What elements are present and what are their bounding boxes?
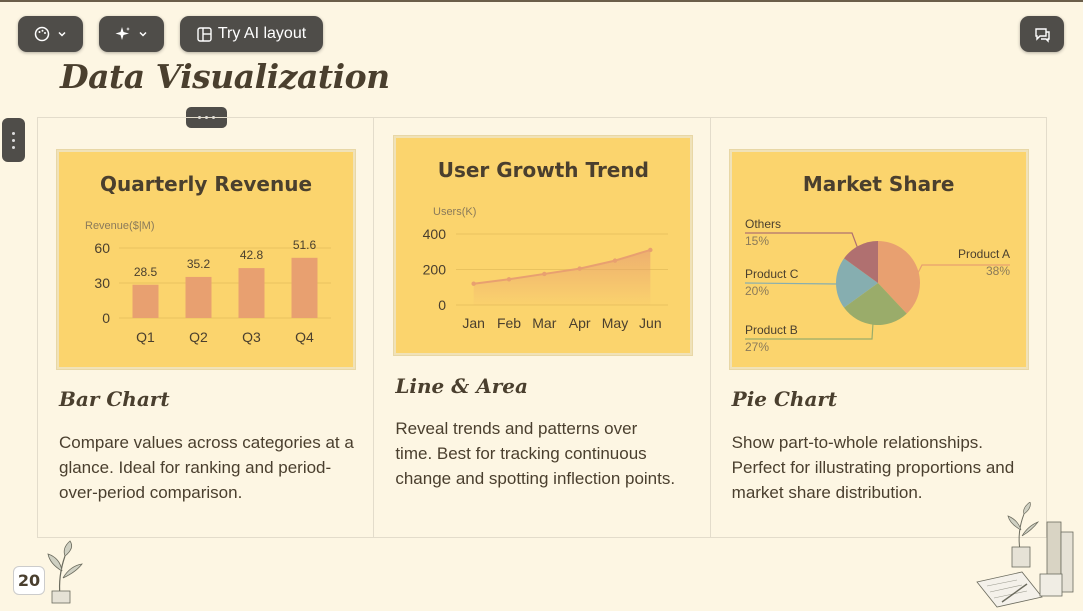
palette-icon — [34, 26, 49, 42]
y-axis-label: Revenue($|M) — [85, 220, 155, 232]
page-title: Data Visualization — [60, 57, 390, 96]
card-description: Reveal trends and patterns over time. Be… — [395, 419, 676, 488]
bar-chart-column: Quarterly Revenue Revenue($|M) 0 30 60 28.5 Q… — [38, 118, 375, 537]
x-tick-label: Q3 — [242, 329, 261, 345]
comments-button[interactable] — [1020, 16, 1064, 52]
pie-chart-column: Market Share Product A 38% Product B 27% Pro… — [711, 118, 1046, 537]
x-tick-label: Mar — [533, 315, 557, 331]
pie-chart-card: Market Share Product A 38% Product B 27% Pro… — [729, 150, 1028, 369]
y-tick-label: 60 — [94, 240, 110, 256]
bar — [132, 284, 159, 318]
chat-icon — [1034, 27, 1050, 43]
data-point — [507, 277, 512, 282]
bar — [238, 268, 265, 318]
chart-title: Market Share — [802, 172, 955, 196]
line-chart-column: User Growth Trend Users(K) 0 200 400 Jan Feb M… — [374, 118, 711, 537]
area-chart: Users(K) 0 200 400 Jan Feb Mar Apr May Jun — [423, 206, 669, 331]
layout-icon — [197, 26, 212, 42]
x-tick-label: Q4 — [295, 329, 314, 345]
card-heading: Pie Chart — [731, 387, 838, 411]
desk-illustration-right — [976, 502, 1074, 608]
x-tick-label: Apr — [569, 315, 591, 331]
slice-percent-label: 38% — [986, 264, 1010, 278]
series-line — [473, 249, 651, 285]
chart-title: Quarterly Revenue — [99, 172, 313, 196]
side-drag-handle[interactable] — [2, 118, 25, 162]
plant-illustration-left — [47, 540, 83, 604]
leader-line — [744, 232, 859, 250]
slice-name-label: Others — [745, 217, 781, 231]
bar — [185, 276, 212, 318]
data-point — [542, 271, 547, 277]
data-label: 42.8 — [240, 248, 264, 262]
data-point — [648, 247, 653, 253]
slice-name-label: Product B — [745, 323, 798, 337]
pie-slice — [843, 241, 878, 283]
chart-title: User Growth Trend — [437, 158, 649, 182]
slice-percent-label: 15% — [745, 234, 769, 248]
data-point — [577, 266, 583, 271]
sparkle-icon — [115, 27, 130, 40]
card-grid: Quarterly Revenue Revenue($|M) 0 30 60 28.5 Q… — [37, 117, 1047, 538]
area-fill — [473, 249, 651, 305]
x-tick-label: Q1 — [136, 329, 155, 345]
page-number: 20 — [13, 566, 45, 595]
y-tick-label: 400 — [423, 226, 447, 242]
y-tick-label: 30 — [94, 275, 110, 291]
pie-chart: Product A 38% Product B 27% Product C 20% Othe… — [744, 217, 1010, 354]
bar-chart-card: Quarterly Revenue Revenue($|M) 0 30 60 28.5 Q… — [57, 150, 355, 369]
data-label: 35.2 — [187, 257, 211, 271]
leader-line — [744, 282, 838, 285]
chevron-down-icon — [138, 31, 147, 37]
bar-chart: Revenue($|M) 0 30 60 28.5 Q1 35.2 Q2 42.8 Q3 51.6 Q… — [85, 220, 331, 345]
data-label: 51.6 — [293, 238, 317, 252]
card-heading: Line & Area — [395, 374, 528, 398]
theme-button[interactable] — [18, 16, 83, 52]
data-point — [471, 281, 477, 286]
slice-name-label: Product A — [958, 247, 1010, 261]
card-description: Show part-to-whole relationships. Perfec… — [731, 433, 1015, 502]
try-ai-layout-label: Try AI layout — [217, 25, 307, 42]
pie-slice — [843, 283, 907, 325]
data-point — [613, 258, 618, 263]
leader-line — [917, 264, 1010, 274]
card-heading: Bar Chart — [59, 387, 170, 411]
pie-slice — [877, 241, 920, 314]
leader-line — [744, 322, 874, 340]
chevron-down-icon — [57, 31, 66, 37]
card-description: Compare values across categories at a gl… — [59, 433, 354, 502]
try-ai-layout-button[interactable]: Try AI layout — [180, 16, 323, 52]
line-chart-card: User Growth Trend Users(K) 0 200 400 Jan Feb M… — [394, 136, 693, 355]
y-tick-label: 0 — [102, 310, 110, 326]
y-tick-label: 0 — [439, 297, 447, 313]
x-tick-label: Jun — [639, 315, 662, 331]
slice-percent-label: 20% — [745, 284, 769, 298]
slice-name-label: Product C — [745, 267, 799, 281]
x-tick-label: Q2 — [189, 329, 208, 345]
pie-slice — [835, 258, 878, 308]
slice-percent-label: 27% — [745, 340, 769, 354]
x-tick-label: Jan — [463, 315, 486, 331]
x-tick-label: May — [602, 315, 628, 331]
data-label: 28.5 — [134, 265, 158, 279]
bar — [291, 257, 318, 318]
y-axis-label: Users(K) — [433, 206, 476, 218]
x-tick-label: Feb — [497, 315, 521, 331]
y-tick-label: 200 — [423, 262, 447, 278]
ai-magic-button[interactable] — [99, 16, 164, 52]
